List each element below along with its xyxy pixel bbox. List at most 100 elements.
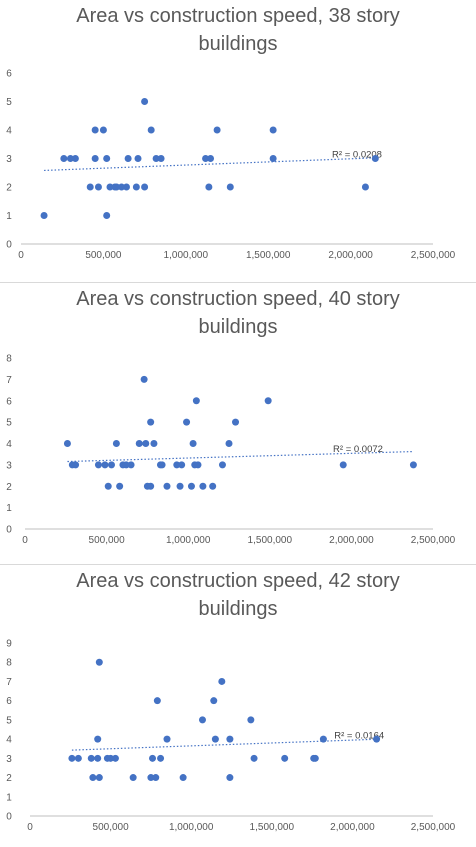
data-point: [232, 418, 240, 426]
data-point: [189, 440, 197, 447]
x-tick-label: 0: [27, 822, 33, 833]
x-tick-label: 2,000,000: [329, 535, 374, 546]
data-point: [147, 418, 155, 426]
data-point: [95, 774, 103, 782]
data-point: [192, 397, 200, 405]
data-point: [101, 461, 109, 469]
data-point: [247, 716, 255, 724]
data-point: [141, 183, 149, 191]
y-tick-label: 5: [6, 97, 12, 108]
data-point: [113, 183, 121, 191]
data-point: [163, 482, 171, 490]
data-point: [202, 155, 210, 162]
y-tick-label: 1: [6, 792, 12, 803]
chart-title-line-2: buildings: [198, 598, 278, 620]
x-tick-label: 1,500,000: [250, 822, 295, 833]
data-point: [60, 155, 68, 162]
data-point: [409, 461, 417, 469]
y-tick-label: 1: [6, 503, 12, 514]
y-tick-label: 6: [6, 69, 12, 80]
data-point: [147, 482, 155, 490]
chart-title: Area vs construction speed, 38 story bui…: [0, 2, 476, 58]
data-point: [94, 735, 102, 743]
data-point: [40, 212, 48, 219]
data-point: [91, 155, 99, 162]
x-tick-label: 2,500,000: [411, 822, 456, 833]
data-point: [176, 482, 184, 490]
x-tick-label: 500,000: [93, 822, 130, 833]
y-tick-label: 3: [6, 754, 12, 765]
data-point: [250, 754, 258, 762]
data-point: [129, 774, 137, 782]
data-point: [173, 461, 181, 469]
y-tick-label: 7: [6, 677, 12, 688]
data-point: [147, 126, 155, 134]
y-tick-label: 5: [6, 418, 12, 429]
data-point: [106, 183, 114, 191]
chart-title-line-2: buildings: [198, 33, 278, 55]
data-point: [339, 461, 347, 469]
data-point: [150, 440, 158, 447]
trendline: [44, 157, 376, 172]
data-point: [158, 461, 166, 469]
data-point: [210, 697, 218, 705]
data-point: [269, 155, 277, 162]
y-tick-label: 0: [6, 240, 12, 251]
chart-title: Area vs construction speed, 40 story bui…: [0, 285, 476, 341]
y-tick-label: 6: [6, 696, 12, 707]
chart-title-line-1: Area vs construction speed, 40 story: [76, 288, 400, 310]
data-point: [157, 754, 165, 762]
data-point: [226, 774, 234, 782]
data-point: [135, 440, 143, 447]
data-point: [198, 716, 206, 724]
data-point: [127, 461, 135, 469]
data-point: [86, 183, 94, 191]
data-point: [211, 735, 219, 743]
y-tick-label: 8: [6, 354, 12, 365]
data-point: [209, 482, 217, 490]
data-point: [183, 418, 191, 426]
data-point: [94, 183, 102, 191]
data-point: [179, 774, 187, 782]
data-point: [319, 735, 327, 743]
data-point: [373, 735, 381, 743]
data-point: [225, 440, 233, 447]
chart-panel-42-story: Area vs construction speed, 42 story bui…: [0, 564, 476, 847]
chart-title-line-1: Area vs construction speed, 42 story: [76, 570, 400, 592]
y-tick-label: 2: [6, 183, 12, 194]
x-tick-label: 1,000,000: [166, 535, 211, 546]
data-point: [371, 155, 379, 162]
data-point: [103, 155, 111, 162]
data-point: [140, 375, 148, 383]
data-point: [194, 461, 202, 469]
data-point: [91, 126, 99, 134]
data-point: [95, 658, 103, 666]
chart-title-line-1: Area vs construction speed, 38 story: [76, 5, 400, 27]
data-point: [122, 461, 130, 469]
y-tick-label: 0: [6, 812, 12, 823]
data-point: [99, 126, 107, 134]
data-point: [152, 774, 160, 782]
data-point: [269, 126, 277, 134]
x-tick-label: 2,000,000: [328, 250, 373, 261]
trendline: [71, 738, 377, 751]
data-point: [141, 98, 149, 105]
r-squared-label: R² = 0.0072: [333, 444, 383, 455]
data-point: [71, 155, 79, 162]
data-point: [107, 461, 115, 469]
data-point: [147, 774, 155, 782]
x-tick-label: 0: [18, 250, 24, 261]
chart-panel-38-story: Area vs construction speed, 38 story bui…: [0, 0, 476, 282]
trendline: [67, 450, 414, 463]
data-point: [218, 677, 226, 685]
data-point: [118, 183, 126, 191]
data-point: [66, 155, 74, 162]
y-tick-label: 2: [6, 482, 12, 493]
data-point: [103, 212, 111, 219]
data-point: [187, 482, 195, 490]
chart-panel-40-story: Area vs construction speed, 40 story bui…: [0, 282, 476, 565]
x-tick-label: 500,000: [85, 250, 122, 261]
y-tick-label: 4: [6, 735, 12, 746]
x-tick-label: 1,500,000: [246, 250, 291, 261]
y-tick-label: 0: [6, 525, 12, 536]
